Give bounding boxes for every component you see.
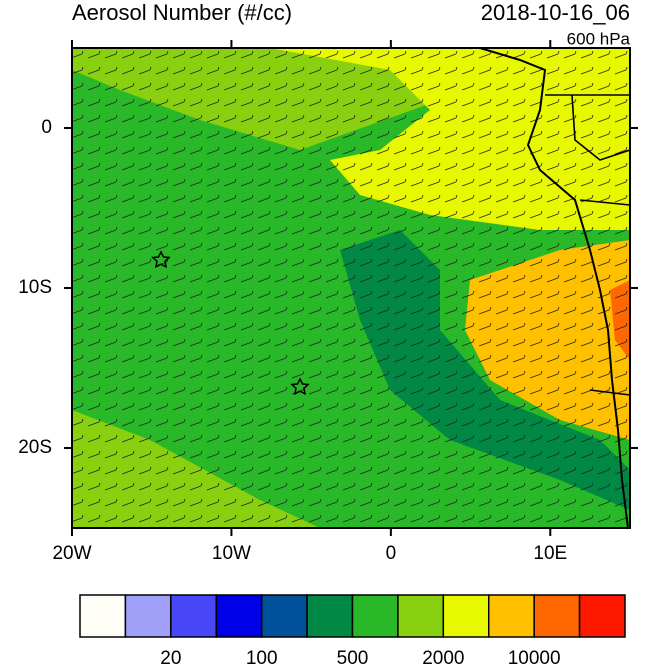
x-tick-label: 20W bbox=[52, 543, 91, 564]
star-marker bbox=[151, 250, 171, 269]
colorbar-label: 2000 bbox=[422, 648, 464, 667]
colorbar-box bbox=[533, 594, 581, 638]
x-tick-label: 0 bbox=[386, 543, 397, 564]
map-level: 600 hPa bbox=[567, 29, 631, 48]
colorbar-label: 500 bbox=[337, 648, 369, 667]
x-tick-label: 10W bbox=[212, 543, 251, 564]
y-tick-label: 10S bbox=[18, 277, 52, 298]
map-time: 2018-10-16_06 bbox=[481, 0, 630, 25]
colorbar-box bbox=[442, 594, 490, 638]
colorbar-box bbox=[260, 594, 308, 638]
map-title: Aerosol Number (#/cc) bbox=[72, 0, 292, 25]
y-tick-label: 0 bbox=[41, 117, 52, 138]
star-marker bbox=[290, 377, 310, 396]
colorbar-box bbox=[488, 594, 535, 638]
x-tick-label: 10E bbox=[533, 543, 567, 564]
colorbar-label: 10000 bbox=[508, 648, 561, 667]
colorbar-box bbox=[351, 594, 399, 638]
y-tick-label: 20S bbox=[18, 437, 52, 458]
colorbar-box bbox=[397, 594, 445, 638]
colorbar-label: 20 bbox=[160, 648, 181, 667]
colorbar-box bbox=[306, 594, 354, 638]
colorbar-box bbox=[170, 594, 217, 638]
colorbar-box bbox=[215, 594, 263, 638]
colorbar-box bbox=[578, 594, 626, 638]
coastline bbox=[479, 48, 629, 528]
wind-barbs bbox=[72, 48, 630, 528]
colorbar-label: 100 bbox=[246, 648, 278, 667]
map-field bbox=[72, 48, 630, 528]
colorbar-box bbox=[79, 594, 127, 638]
borders bbox=[545, 94, 630, 396]
colorbar-box bbox=[124, 594, 172, 638]
